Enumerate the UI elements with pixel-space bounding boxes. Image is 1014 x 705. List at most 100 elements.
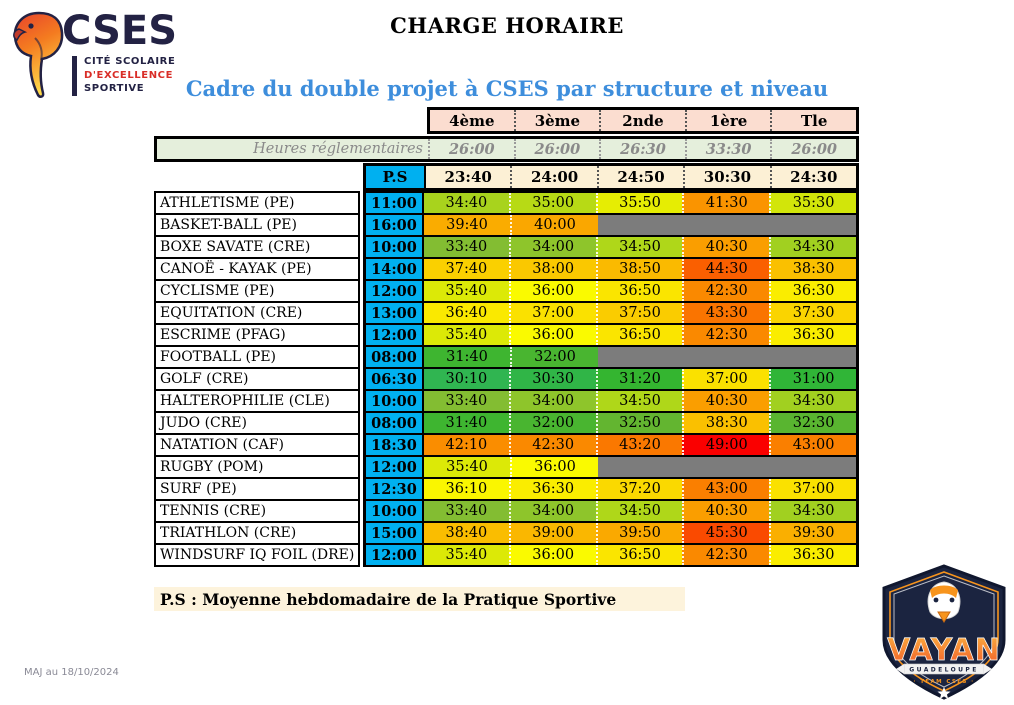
sport-name-cell: ATHLETISME (PE) [154, 191, 360, 215]
time-cell: 42:30 [682, 325, 770, 345]
time-cell: 45:30 [682, 523, 770, 543]
sport-row: SURF (PE) 12:30 36:10 36:30 37:20 43:00 37:00 [154, 477, 859, 501]
sport-ps-cell: 11:00 [363, 191, 424, 215]
logo-tagline-line3: SPORTIVE [84, 83, 145, 94]
sport-values: 34:40 35:00 35:50 41:30 35:30 [424, 191, 859, 215]
time-cell: 34:50 [595, 237, 683, 257]
sport-ps-cell: 12:30 [363, 477, 424, 501]
grade-column-header: 3ème [513, 110, 600, 131]
time-cell: 31:40 [424, 347, 510, 367]
time-cell: 36:50 [595, 325, 683, 345]
logo-divider [72, 56, 77, 96]
sports-table: ATHLETISME (PE) 11:00 34:40 35:00 35:50 41:30… [154, 191, 859, 567]
sport-values: 38:40 39:00 39:50 45:30 39:30 [424, 521, 859, 545]
sport-values: 37:40 38:00 38:50 44:30 38:30 [424, 257, 859, 281]
time-cell: 36:30 [508, 479, 596, 499]
grade-header-row: 4ème 3ème 2nde 1ère Tle [427, 107, 859, 134]
sport-name-cell: RUGBY (POM) [154, 455, 360, 479]
time-cell: 35:40 [424, 281, 509, 301]
parrot-icon [13, 11, 64, 98]
sport-ps-cell: 14:00 [363, 257, 424, 281]
time-cell: 34:00 [508, 501, 596, 521]
page-subtitle: Cadre du double projet à CSES par struct… [185, 76, 829, 101]
ps-header-label: P.S [366, 166, 426, 188]
page-title: CHARGE HORAIRE [390, 13, 624, 38]
time-cell: 38:00 [508, 259, 596, 279]
sport-row: CANOË - KAYAK (PE) 14:00 37:40 38:00 38:50 44… [154, 257, 859, 281]
sport-values: 33:40 34:00 34:50 40:30 34:30 [424, 389, 859, 413]
time-cell: 40:30 [682, 391, 770, 411]
sport-row: ESCRIME (PFAG) 12:00 35:40 36:00 36:50 42:30 3… [154, 323, 859, 347]
time-cell: 39:40 [424, 215, 510, 235]
sport-row: RUGBY (POM) 12:00 35:40 36:00 [154, 455, 859, 479]
time-cell: 36:50 [595, 281, 683, 301]
sport-ps-cell: 10:00 [363, 389, 424, 413]
time-cell: 34:40 [424, 193, 509, 213]
sport-row: CYCLISME (PE) 12:00 35:40 36:00 36:50 42:30 36… [154, 279, 859, 303]
badge-title: VAYAN [887, 633, 1001, 668]
heures-reglementaires-row: Heures réglementaires 26:00 26:00 26:30 33:… [154, 136, 859, 162]
sport-name-cell: WINDSURF IQ FOIL (DRE) [154, 543, 360, 567]
sport-name-cell: CANOË - KAYAK (PE) [154, 257, 360, 281]
sport-name-cell: HALTEROPHILIE (CLE) [154, 389, 360, 413]
sport-name-cell: JUDO (CRE) [154, 411, 360, 435]
sport-name-cell: EQUITATION (CRE) [154, 301, 360, 325]
vayan-badge: VAYAN GUADELOUPE · TEAM CSES · [882, 564, 1006, 700]
time-cell: 36:30 [769, 325, 856, 345]
reglementaire-value: 26:00 [428, 139, 514, 159]
time-cell: 38:30 [682, 413, 770, 433]
time-cell: 40:30 [682, 501, 770, 521]
time-cell: 32:50 [595, 413, 683, 433]
ps-average-value: 30:30 [683, 166, 769, 188]
time-cell: 35:40 [424, 545, 509, 565]
sport-name-cell: TENNIS (CRE) [154, 499, 360, 523]
time-cell: 42:30 [508, 435, 596, 455]
time-cell: 37:30 [769, 303, 856, 323]
heures-reglementaires-label: Heures réglementaires [253, 141, 423, 157]
time-cell: 43:30 [682, 303, 770, 323]
sport-row: WINDSURF IQ FOIL (DRE) 12:00 35:40 36:00 36:… [154, 543, 859, 567]
sport-values: 35:40 36:00 [424, 455, 859, 479]
time-cell: 36:50 [595, 545, 683, 565]
time-cell: 43:20 [595, 435, 683, 455]
sport-ps-cell: 12:00 [363, 455, 424, 479]
sport-name-cell: BASKET-BALL (PE) [154, 213, 360, 237]
time-cell: 40:30 [682, 237, 770, 257]
time-cell: 34:50 [595, 501, 683, 521]
sport-row: BASKET-BALL (PE) 16:00 39:40 40:00 [154, 213, 859, 237]
sport-ps-cell: 06:30 [363, 367, 424, 391]
time-cell: 30:30 [508, 369, 596, 389]
time-cell: 39:50 [595, 523, 683, 543]
time-cell: 34:00 [508, 391, 596, 411]
time-cell: 36:00 [508, 281, 596, 301]
time-cell: 35:40 [424, 325, 509, 345]
sport-row: FOOTBALL (PE) 08:00 31:40 32:00 [154, 345, 859, 369]
ps-average-value: 24:30 [769, 166, 856, 188]
time-cell: 43:00 [682, 479, 770, 499]
time-cell: 36:00 [508, 325, 596, 345]
sport-ps-cell: 15:00 [363, 521, 424, 545]
sport-row: JUDO (CRE) 08:00 31:40 32:00 32:50 38:30 32:30 [154, 411, 859, 435]
sport-name-cell: GOLF (CRE) [154, 367, 360, 391]
ps-footnote: P.S : Moyenne hebdomadaire de la Pratiqu… [154, 587, 685, 611]
reglementaire-value: 33:30 [684, 139, 771, 159]
sport-values: 35:40 36:00 36:50 42:30 36:30 [424, 279, 859, 303]
time-cell: 37:50 [595, 303, 683, 323]
empty-cell [598, 215, 856, 235]
sport-row: HALTEROPHILIE (CLE) 10:00 33:40 34:00 34:50 4… [154, 389, 859, 413]
time-cell: 33:40 [424, 237, 509, 257]
sport-ps-cell: 13:00 [363, 301, 424, 325]
time-cell: 31:20 [595, 369, 683, 389]
time-cell: 34:30 [769, 391, 856, 411]
time-cell: 38:30 [769, 259, 856, 279]
badge-star-icon [937, 687, 951, 699]
sport-ps-cell: 12:00 [363, 279, 424, 303]
sport-ps-cell: 18:30 [363, 433, 424, 457]
sport-name-cell: BOXE SAVATE (CRE) [154, 235, 360, 259]
ps-average-value: 24:00 [510, 166, 596, 188]
sport-values: 36:40 37:00 37:50 43:30 37:30 [424, 301, 859, 325]
reglementaire-value: 26:00 [513, 139, 600, 159]
sport-row: TENNIS (CRE) 10:00 33:40 34:00 34:50 40:30 34:… [154, 499, 859, 523]
time-cell: 35:30 [769, 193, 856, 213]
